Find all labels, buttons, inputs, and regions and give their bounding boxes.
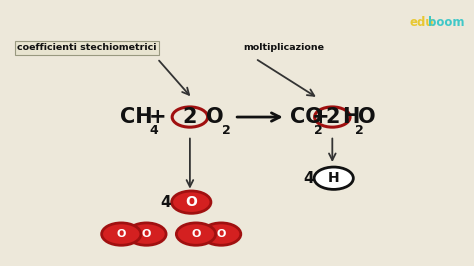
Text: 2: 2 xyxy=(325,107,339,127)
Text: 4: 4 xyxy=(303,171,314,186)
Text: 2: 2 xyxy=(314,124,322,137)
Text: +: + xyxy=(148,107,166,127)
Text: edu: edu xyxy=(410,16,434,29)
Circle shape xyxy=(127,223,166,245)
Circle shape xyxy=(101,223,141,245)
Text: O: O xyxy=(217,229,226,239)
Text: O: O xyxy=(358,107,375,127)
Text: 2: 2 xyxy=(222,124,230,137)
Text: O: O xyxy=(185,195,197,209)
Text: H: H xyxy=(328,171,339,185)
Text: 2: 2 xyxy=(355,124,364,137)
Circle shape xyxy=(314,167,353,189)
Text: 4: 4 xyxy=(149,124,158,137)
Text: O: O xyxy=(206,107,224,127)
Text: +: + xyxy=(312,107,329,127)
Circle shape xyxy=(201,223,241,245)
Text: O: O xyxy=(142,229,151,239)
Text: 4: 4 xyxy=(161,195,171,210)
Text: O: O xyxy=(191,229,201,239)
Text: H: H xyxy=(343,107,360,127)
Text: CH: CH xyxy=(120,107,153,127)
Text: O: O xyxy=(117,229,126,239)
Text: coefficienti stechiometrici: coefficienti stechiometrici xyxy=(18,43,157,52)
Circle shape xyxy=(172,191,211,213)
Circle shape xyxy=(176,223,216,245)
Text: boom: boom xyxy=(428,16,465,29)
Text: 2: 2 xyxy=(182,107,197,127)
Text: CO: CO xyxy=(290,107,323,127)
Text: moltiplicazione: moltiplicazione xyxy=(244,43,325,52)
